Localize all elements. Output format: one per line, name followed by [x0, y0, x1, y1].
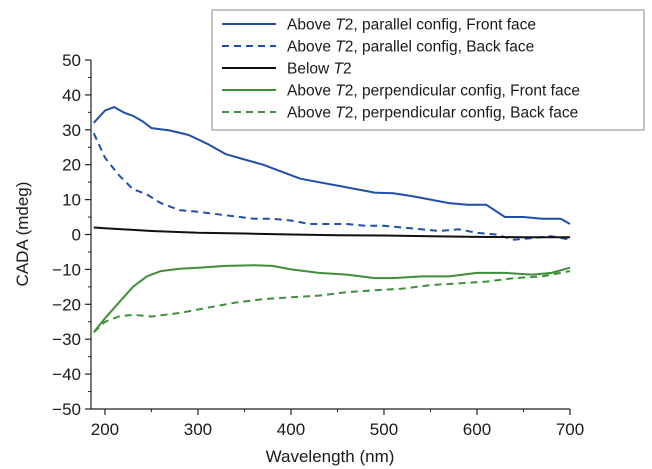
y-tick-label: 20	[62, 156, 81, 175]
y-axis-title: CADA (mdeg)	[13, 182, 32, 287]
y-tick-label: 0	[72, 226, 81, 245]
series-line-2	[93, 226, 570, 239]
y-tick-label: −30	[52, 330, 81, 349]
y-tick-label: 40	[62, 86, 81, 105]
legend-label-2: Below T2	[287, 61, 352, 78]
y-tick-label: −50	[52, 400, 81, 419]
legend-label-0: Above T2, parallel config, Front face	[287, 17, 536, 34]
legend-label-1: Above T2, parallel config, Back face	[287, 39, 534, 56]
series-line-0	[93, 106, 571, 225]
series-line-1	[92, 132, 571, 241]
x-tick-label: 500	[370, 420, 398, 439]
y-ticks: −50 −40 −30 −20 −10 0 10 20 30 40 50	[52, 51, 91, 419]
y-tick-label: 10	[62, 191, 81, 210]
x-ticks: 200 300 400 500 600 700	[91, 409, 584, 439]
series-line-4	[93, 270, 571, 333]
y-tick-label: 50	[62, 51, 81, 70]
legend: Above T2, parallel config, Front face Abo…	[211, 9, 645, 131]
x-tick-label: 300	[184, 420, 212, 439]
y-tick-label: 30	[62, 121, 81, 140]
legend-label-4: Above T2, perpendicular config, Back fac…	[287, 105, 578, 122]
x-axis-title: Wavelength (nm)	[266, 447, 395, 466]
legend-box	[211, 9, 645, 131]
x-tick-label: 600	[463, 420, 491, 439]
x-tick-label: 400	[277, 420, 305, 439]
y-tick-label: −10	[52, 260, 81, 279]
plot-lines	[92, 106, 571, 333]
series-line-3	[93, 264, 571, 333]
y-tick-label: −40	[52, 365, 81, 384]
x-tick-label: 200	[91, 420, 119, 439]
legend-label-3: Above T2, perpendicular config, Front fa…	[287, 83, 580, 100]
x-tick-label: 700	[556, 420, 584, 439]
y-tick-label: −20	[52, 295, 81, 314]
